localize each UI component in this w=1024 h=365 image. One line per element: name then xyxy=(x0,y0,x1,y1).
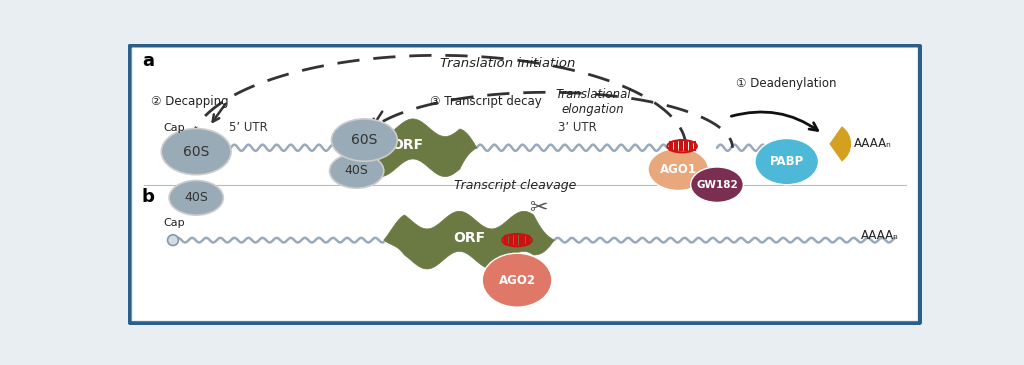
Ellipse shape xyxy=(690,167,743,203)
Text: GW182: GW182 xyxy=(696,180,738,190)
Text: ✂: ✂ xyxy=(529,199,548,219)
Text: 40S: 40S xyxy=(184,191,208,204)
Text: a: a xyxy=(142,51,154,69)
Text: ② Decapping: ② Decapping xyxy=(152,95,229,108)
Text: Translational
elongation: Translational elongation xyxy=(555,88,631,116)
Text: AGO1: AGO1 xyxy=(659,163,696,176)
Ellipse shape xyxy=(482,253,552,307)
Text: PABP: PABP xyxy=(770,155,804,168)
PathPatch shape xyxy=(384,211,554,269)
Text: 3’ UTR: 3’ UTR xyxy=(558,121,597,134)
Text: ③ Transcript decay: ③ Transcript decay xyxy=(430,95,542,108)
Text: b: b xyxy=(142,188,155,206)
Ellipse shape xyxy=(169,180,223,215)
Text: ① Deadenylation: ① Deadenylation xyxy=(736,77,837,90)
Text: 60S: 60S xyxy=(351,133,378,147)
Circle shape xyxy=(168,235,178,246)
FancyBboxPatch shape xyxy=(130,45,920,323)
Text: AGO2: AGO2 xyxy=(499,274,536,287)
Wedge shape xyxy=(829,126,851,162)
Text: ORF: ORF xyxy=(391,138,423,152)
Text: AAAAₙ: AAAAₙ xyxy=(861,229,899,242)
Ellipse shape xyxy=(162,128,231,175)
PathPatch shape xyxy=(337,119,477,177)
Text: Cap: Cap xyxy=(163,218,184,228)
Text: 5’ UTR: 5’ UTR xyxy=(228,121,267,134)
Ellipse shape xyxy=(648,148,709,191)
Text: Translation initiation: Translation initiation xyxy=(440,57,575,70)
Text: ORF: ORF xyxy=(453,231,485,245)
Text: 40S: 40S xyxy=(345,164,369,177)
Text: Transcript cleavage: Transcript cleavage xyxy=(455,180,577,192)
Circle shape xyxy=(168,142,178,153)
Text: Cap: Cap xyxy=(163,123,184,133)
Ellipse shape xyxy=(755,138,818,185)
Ellipse shape xyxy=(332,119,397,161)
Text: 60S: 60S xyxy=(183,145,209,159)
Text: AAAAₙ: AAAAₙ xyxy=(854,137,892,150)
Ellipse shape xyxy=(330,154,384,188)
